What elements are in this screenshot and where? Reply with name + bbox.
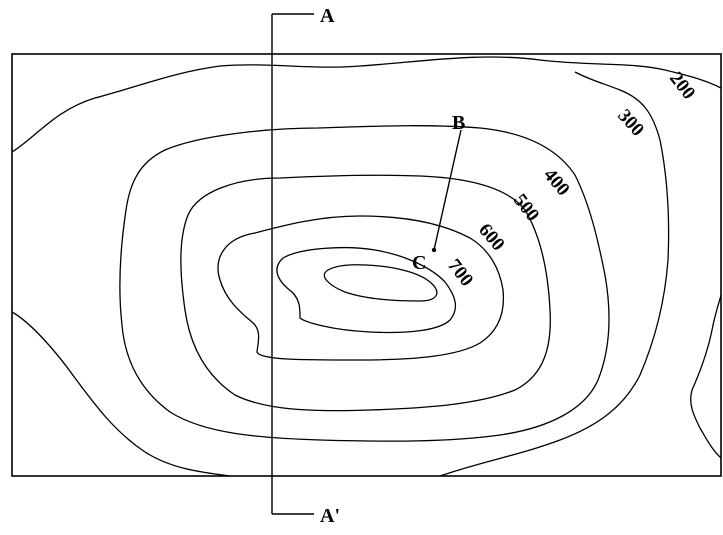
contour-label-200: 200 (665, 68, 699, 103)
label-b: B (452, 112, 465, 134)
label-a-top: A (320, 5, 335, 27)
contour-summit-line (323, 264, 438, 302)
contour-label-400: 400 (539, 165, 573, 200)
contour-500-line (180, 174, 551, 412)
contour-200-line-right (690, 294, 722, 459)
point-c-dot (431, 247, 437, 253)
contour-label-700: 700 (443, 255, 477, 290)
label-a-prime: A' (320, 505, 340, 527)
contour-label-600: 600 (474, 220, 508, 255)
contour-300-line (11, 71, 670, 477)
label-c: C (412, 252, 426, 274)
line-bc (433, 129, 462, 251)
contour-label-300: 300 (613, 105, 648, 140)
map-frame (11, 53, 722, 477)
contour-label-500: 500 (509, 190, 543, 225)
contour-200-line (11, 56, 722, 153)
contour-400-line (119, 125, 610, 442)
contour-600-line (217, 215, 505, 361)
contour-700-inner-line (276, 246, 457, 334)
